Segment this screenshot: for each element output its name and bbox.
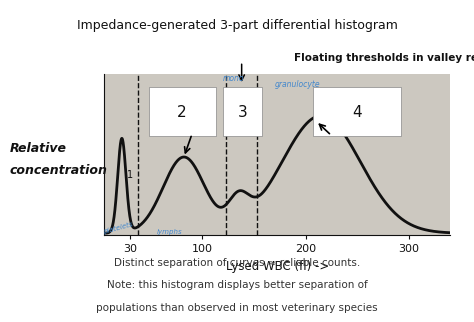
- Bar: [149, 87, 216, 136]
- Text: mono: mono: [223, 74, 244, 83]
- Text: concentration: concentration: [9, 164, 107, 177]
- Text: Distinct separation of curves ≈ reliable counts.: Distinct separation of curves ≈ reliable…: [114, 258, 360, 268]
- Bar: [313, 87, 401, 136]
- X-axis label: Lysed WBC (fl) ->: Lysed WBC (fl) ->: [226, 260, 329, 273]
- Text: populations than observed in most veterinary species: populations than observed in most veteri…: [96, 303, 378, 313]
- Text: Impedance-generated 3-part differential histogram: Impedance-generated 3-part differential …: [77, 19, 397, 32]
- Text: Relative: Relative: [9, 142, 66, 155]
- Text: 2: 2: [177, 105, 187, 119]
- Bar: [223, 87, 262, 136]
- Text: 4: 4: [353, 105, 362, 119]
- Text: Note: this histogram displays better separation of: Note: this histogram displays better sep…: [107, 280, 367, 290]
- Text: 3: 3: [238, 105, 247, 119]
- Text: platelets: platelets: [102, 222, 133, 235]
- Text: lymphs: lymphs: [156, 229, 182, 235]
- Text: granulocyte: granulocyte: [274, 80, 320, 89]
- Text: Floating thresholds in valley region: Floating thresholds in valley region: [294, 53, 474, 63]
- Text: 1: 1: [127, 170, 133, 180]
